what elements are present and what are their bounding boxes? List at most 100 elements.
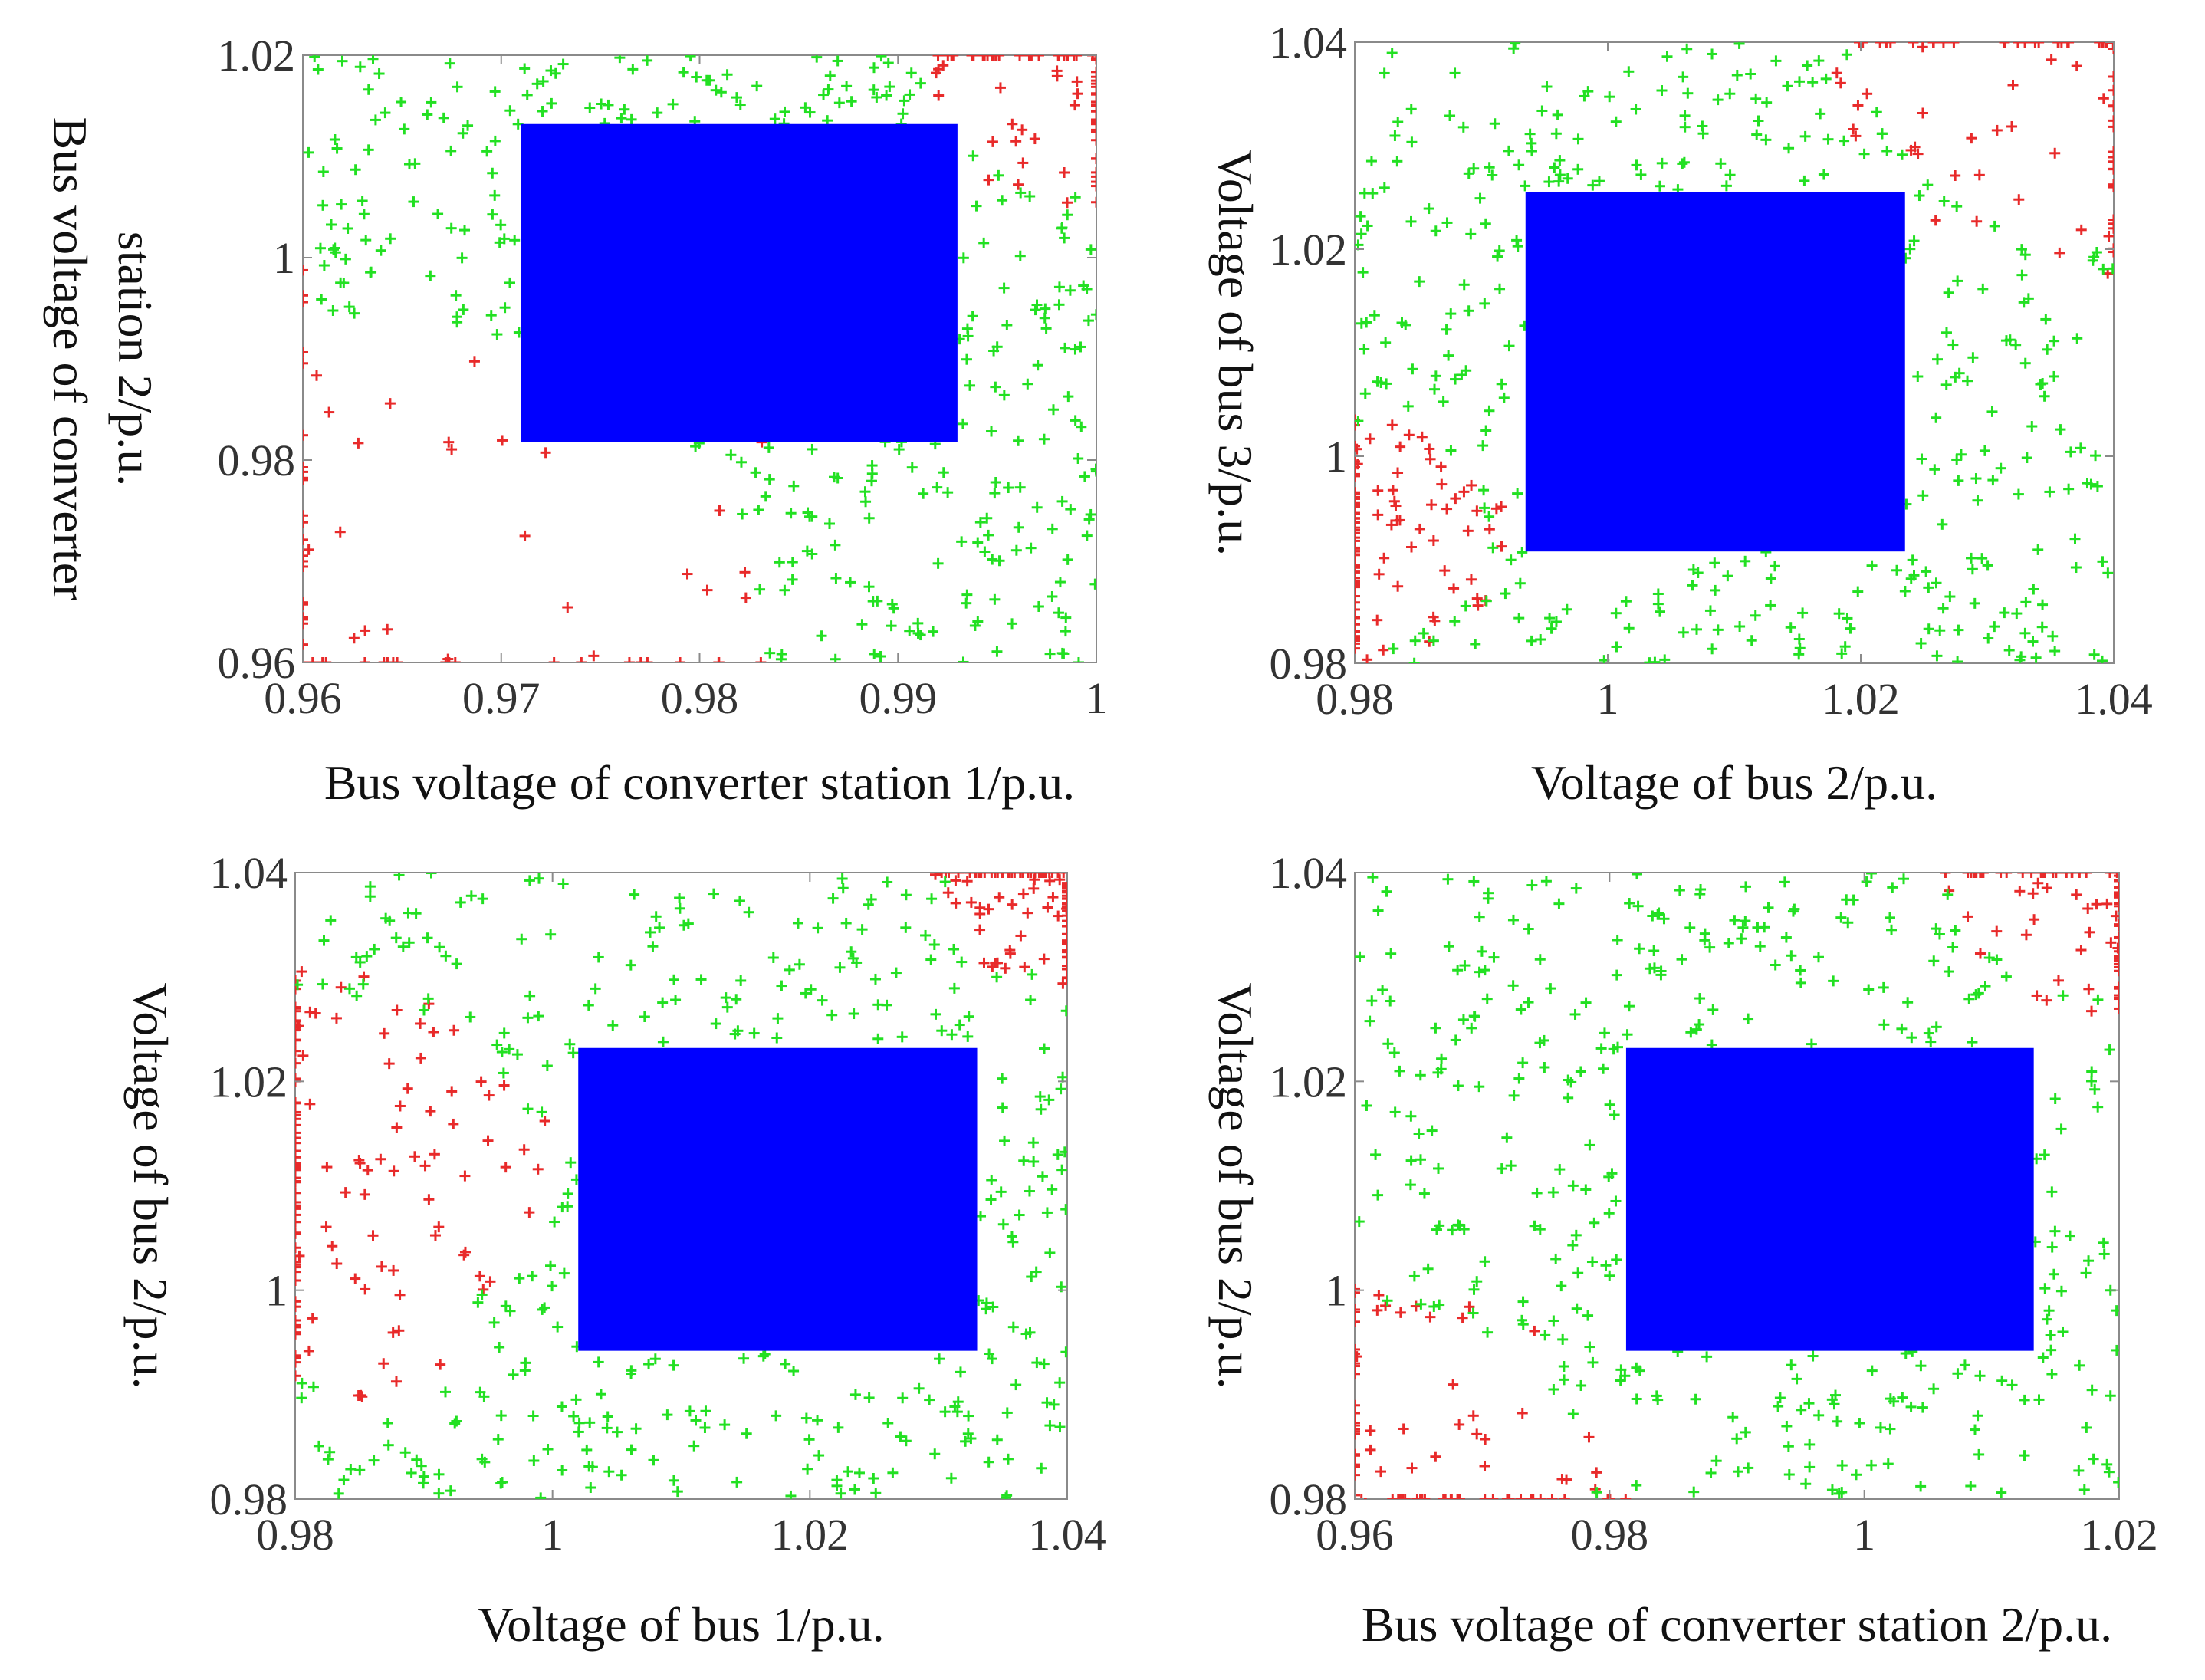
infeasible-point — [932, 55, 944, 61]
feasible-point — [342, 222, 353, 234]
feasible-point — [1820, 73, 1832, 84]
infeasible-point — [1355, 512, 1360, 524]
feasible-point — [1526, 879, 1538, 891]
feasible-point — [1794, 643, 1806, 654]
feasible-point — [451, 958, 462, 970]
infeasible-point — [1091, 100, 1096, 111]
feasible-point — [674, 892, 685, 903]
feasible-point — [1793, 633, 1805, 645]
infeasible-point — [1454, 1494, 1465, 1499]
feasible-point — [2042, 344, 2053, 355]
infeasible-point — [635, 657, 646, 662]
feasible-point — [939, 1406, 951, 1418]
feasible-point — [1865, 1459, 1877, 1471]
feasible-point — [1841, 49, 1852, 61]
infeasible-point — [303, 347, 308, 358]
feasible-point — [357, 195, 368, 206]
infeasible-point — [1091, 180, 1096, 192]
infeasible-point — [360, 1284, 371, 1295]
feasible-point — [1449, 616, 1461, 627]
feasible-point — [2016, 269, 2028, 281]
feasible-point — [1478, 485, 1490, 496]
feasible-point — [2097, 556, 2108, 567]
feasible-point — [1394, 1065, 1405, 1077]
infeasible-point — [1355, 612, 1360, 623]
infeasible-point — [428, 1026, 439, 1037]
feasible-point — [1928, 1383, 1940, 1395]
infeasible-point — [1399, 1494, 1411, 1499]
infeasible-point — [2114, 892, 2119, 903]
infeasible-point — [2108, 214, 2114, 225]
infeasible-point — [1965, 873, 1977, 878]
infeasible-point — [1355, 560, 1360, 571]
feasible-point — [2020, 597, 2032, 608]
feasible-point — [2046, 1241, 2058, 1253]
infeasible-point — [303, 462, 308, 473]
feasible-point — [893, 444, 905, 455]
feasible-point — [581, 1444, 593, 1455]
feasible-point — [1770, 55, 1782, 67]
feasible-point — [2019, 1450, 2030, 1461]
infeasible-point — [2108, 182, 2114, 193]
feasible-point — [1369, 310, 1380, 321]
infeasible-point — [1355, 1316, 1360, 1327]
feasible-point — [1804, 1438, 1816, 1450]
infeasible-point — [1602, 1494, 1614, 1499]
feasible-point — [802, 507, 813, 518]
infeasible-point — [1058, 873, 1067, 878]
feasible-point — [1038, 1043, 1050, 1054]
feasible-point — [1796, 1404, 1807, 1415]
infeasible-point — [1007, 899, 1018, 910]
feasible-point — [1065, 504, 1076, 515]
feasible-point — [983, 1456, 994, 1468]
feasible-point — [1505, 1160, 1517, 1172]
infeasible-point — [1372, 1304, 1383, 1316]
feasible-point — [990, 381, 1001, 393]
feasible-point — [1928, 955, 1940, 967]
feasible-point — [1623, 66, 1635, 77]
feasible-point — [962, 1428, 974, 1439]
feasible-point — [1060, 612, 1072, 623]
infeasible-point — [391, 1004, 403, 1016]
feasible-point — [331, 143, 343, 154]
feasible-point — [1469, 1011, 1480, 1022]
feasible-point — [1915, 637, 1927, 649]
feasible-point — [1951, 201, 1963, 212]
infeasible-point — [303, 474, 308, 485]
feasible-point — [1634, 943, 1645, 955]
infeasible-point — [362, 1165, 373, 1176]
infeasible-point — [1355, 630, 1360, 642]
feasible-point — [1972, 495, 1983, 506]
feasible-point — [556, 1401, 567, 1412]
feasible-point — [741, 1428, 752, 1439]
feasible-point — [951, 1406, 963, 1418]
infeasible-point — [1355, 1360, 1360, 1372]
infeasible-point — [435, 1359, 446, 1370]
infeasible-point — [682, 568, 693, 580]
feasible-point — [2011, 608, 2023, 620]
feasible-point — [1795, 977, 1806, 988]
feasible-point — [363, 84, 374, 95]
feasible-point — [2082, 478, 2093, 489]
feasible-point — [1967, 352, 1979, 363]
infeasible-point — [950, 897, 961, 909]
feasible-point — [2090, 450, 2101, 462]
feasible-point — [1562, 173, 1573, 184]
infeasible-point — [1017, 124, 1028, 136]
infeasible-point — [295, 1356, 301, 1368]
feasible-point — [2080, 1267, 2092, 1279]
feasible-point — [685, 55, 696, 62]
feasible-point — [928, 939, 940, 951]
feasible-point — [1915, 1481, 1927, 1492]
feasible-point — [1905, 1401, 1917, 1412]
y-tick-label: 1.02 — [1270, 1057, 1348, 1106]
feasible-point — [1445, 308, 1457, 320]
feasible-point — [1799, 130, 1811, 142]
infeasible-point — [1517, 1407, 1528, 1419]
feasible-point — [751, 81, 763, 92]
feasible-point — [1013, 521, 1024, 533]
feasible-region-box — [1625, 1047, 2034, 1351]
feasible-point — [1644, 963, 1655, 975]
feasible-point — [1015, 187, 1027, 199]
infeasible-point — [1026, 55, 1037, 61]
